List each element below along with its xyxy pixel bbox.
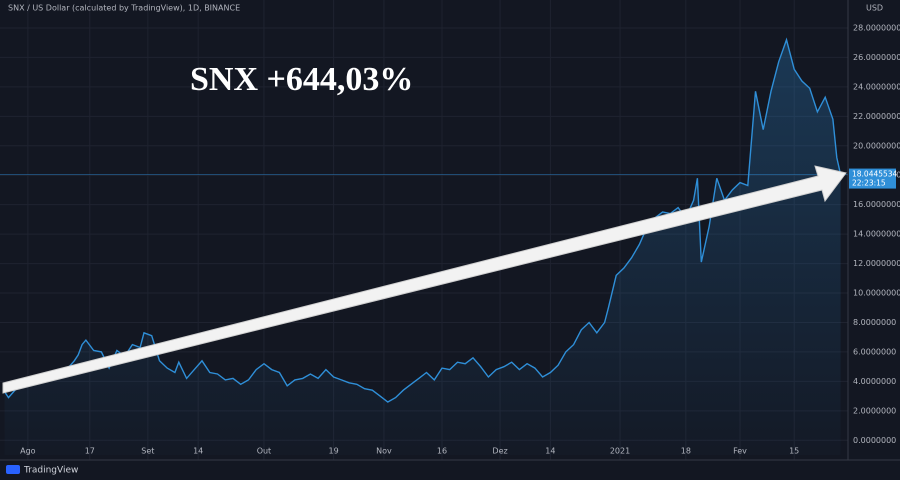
y-tick-label: 12.0000000 <box>853 259 900 268</box>
x-tick-label: Out <box>257 447 272 456</box>
last-price-label: 18.0445534 <box>852 170 898 179</box>
price-line <box>4 37 842 403</box>
x-tick-label: Dez <box>492 447 507 456</box>
y-tick-label: 24.0000000 <box>853 82 900 91</box>
plot <box>0 37 848 456</box>
x-tick-label: Ago <box>20 447 36 456</box>
y-tick-label: 2.0000000 <box>853 406 896 415</box>
countdown: 22:23:15 <box>852 179 886 188</box>
x-tick-label: 18 <box>681 447 691 456</box>
y-tick-label: 14.0000000 <box>853 230 900 239</box>
x-tick-label: 15 <box>789 447 799 456</box>
arrow <box>2 165 847 394</box>
x-tick-label: 17 <box>85 447 95 456</box>
annotation: SNX +644,03% <box>190 61 413 98</box>
brand: TradingView <box>6 465 78 476</box>
chart-title: SNX / US Dollar (calculated by TradingVi… <box>8 4 240 13</box>
brand-logo <box>6 465 20 474</box>
x-tick-label: 2021 <box>610 447 630 456</box>
currency: USD <box>866 4 883 13</box>
y-tick-label: 22.0000000 <box>853 112 900 121</box>
y-tick-label: 10.0000000 <box>853 289 900 298</box>
y-tick-label: 6.0000000 <box>853 347 896 356</box>
x-tick-label: 16 <box>437 447 447 456</box>
area <box>4 39 841 456</box>
brand-text: TradingView <box>23 466 78 476</box>
x-tick-label: Nov <box>376 447 392 456</box>
x-tick-label: Set <box>141 447 154 456</box>
y-tick-label: 16.0000000 <box>853 200 900 209</box>
last-price-box <box>849 168 896 189</box>
y-tick-label: 4.0000000 <box>853 377 896 386</box>
y-tick-label: 26.0000000 <box>853 53 900 62</box>
x-tick-label: 19 <box>329 447 339 456</box>
x-tick-label: 14 <box>545 447 555 456</box>
y-tick-label: 28.0000000 <box>853 23 900 32</box>
y-tick-label: 0.0000000 <box>853 436 896 445</box>
x-tick-label: 14 <box>193 447 203 456</box>
y-tick-label: 8.0000000 <box>853 318 896 327</box>
y-tick-label: 20.0000000 <box>853 141 900 150</box>
x-tick-label: Fev <box>733 447 747 456</box>
